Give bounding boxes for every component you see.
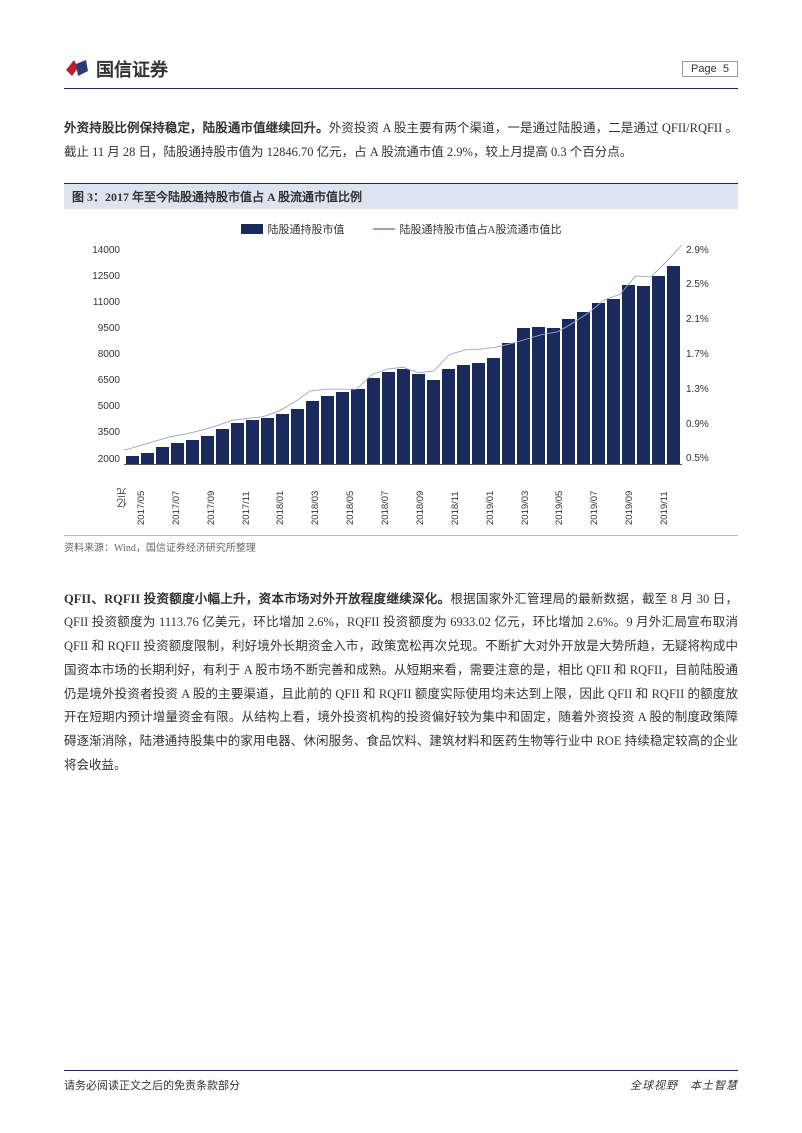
trend-line: [124, 245, 682, 450]
y-left-tick: 11000: [93, 297, 120, 308]
y-left-tick: 5000: [98, 401, 120, 412]
page-number: 5: [723, 63, 729, 75]
legend-item-line: 陆股通持股市值占A股流通市值比: [373, 221, 562, 237]
legend-swatch-bar: [241, 224, 263, 234]
y-right-tick: 2.1%: [686, 314, 709, 325]
x-label: 2018/09: [403, 465, 438, 525]
x-label: 2019/07: [577, 465, 612, 525]
legend-label-bar: 陆股通持股市值: [268, 221, 345, 237]
y-right-tick: 1.7%: [686, 349, 709, 360]
brand-logo: 国信证券: [64, 56, 168, 82]
x-label: 2018/11: [438, 465, 473, 525]
y-right-tick: 2.9%: [686, 245, 709, 256]
y-axis-right: 2.9% 2.5% 2.1% 1.7% 1.3% 0.9% 0.5%: [682, 245, 718, 465]
x-label: 2019/03: [508, 465, 543, 525]
footer-disclaimer: 请务必阅读正文之后的免责条款部分: [64, 1077, 240, 1093]
x-label: 2018/07: [368, 465, 403, 525]
x-axis: 2017/052017/072017/092017/112018/012018/…: [124, 465, 682, 525]
figure-source: 资料来源：Wind，国信证券经济研究所整理: [64, 535, 738, 554]
x-label: 2019/11: [647, 465, 682, 525]
x-label: 2018/01: [264, 465, 299, 525]
x-axis-labels: 2017/052017/072017/092017/112018/012018/…: [124, 465, 682, 525]
y-left-tick: 14000: [92, 245, 120, 256]
x-label: 2018/05: [333, 465, 368, 525]
chart-legend: 陆股通持股市值 陆股通持股市值占A股流通市值比: [84, 221, 718, 237]
y-left-tick: 9500: [98, 323, 120, 334]
figure-caption: 图 3：2017 年至今陆股通持股市值占 A 股流通市值比例: [64, 183, 738, 209]
paragraph-1: 外资持股比例保持稳定，陆股通市值继续回升。外资投资 A 股主要有两个渠道，一是通…: [64, 117, 738, 165]
page-indicator: Page 5: [682, 61, 738, 77]
logo-icon: [64, 58, 90, 80]
chart-plot-area: 140001250011000950080006500500035002000 …: [84, 245, 718, 465]
para1-lead: 外资持股比例保持稳定，陆股通市值继续回升。: [64, 121, 329, 135]
y-left-tick: 12500: [92, 271, 120, 282]
x-label: 2017/09: [194, 465, 229, 525]
paragraph-2: QFII、RQFII 投资额度小幅上升，资本市场对外开放程度继续深化。根据国家外…: [64, 588, 738, 778]
y-right-tick: 0.9%: [686, 419, 709, 430]
x-label: 2017/11: [229, 465, 264, 525]
para2-lead: QFII、RQFII 投资额度小幅上升，资本市场对外开放程度继续深化。: [64, 592, 450, 606]
y-left-tick: 6500: [98, 375, 120, 386]
x-label: 2018/03: [298, 465, 333, 525]
x-label: 2019/05: [543, 465, 578, 525]
plot: 亿元: [124, 245, 682, 465]
x-label: 2019/01: [473, 465, 508, 525]
x-label: 2019/09: [612, 465, 647, 525]
x-label: 2017/07: [159, 465, 194, 525]
y-left-tick: 8000: [98, 349, 120, 360]
legend-item-bar: 陆股通持股市值: [241, 221, 345, 237]
figure-3: 陆股通持股市值 陆股通持股市值占A股流通市值比 14000 12500 11000 9…: [64, 211, 738, 531]
y-left-tick: 2000: [98, 454, 120, 465]
brand-name: 国信证券: [96, 56, 168, 82]
y-axis-left: 14000 12500 11000 9500 8000 6500 5000 3500 2000: [84, 245, 124, 465]
x-label: 2017/05: [124, 465, 159, 525]
y-right-tick: 1.3%: [686, 384, 709, 395]
legend-swatch-line: [373, 228, 395, 230]
legend-label-line: 陆股通持股市值占A股流通市值比: [400, 221, 562, 237]
page-footer: 请务必阅读正文之后的免责条款部分 全球视野 本土智慧: [64, 1070, 738, 1093]
footer-slogan: 全球视野 本土智慧: [630, 1077, 738, 1093]
page-header: 国信证券 Page 5: [64, 56, 738, 89]
y-right-tick: 2.5%: [686, 279, 709, 290]
y-right-tick: 0.5%: [686, 453, 709, 464]
line-series: [124, 245, 682, 464]
y-left-tick: 3500: [98, 427, 120, 438]
page-label: Page: [691, 63, 717, 75]
para2-body: 根据国家外汇管理局的最新数据，截至 8 月 30 日，QFII 投资额度为 11…: [64, 592, 738, 772]
